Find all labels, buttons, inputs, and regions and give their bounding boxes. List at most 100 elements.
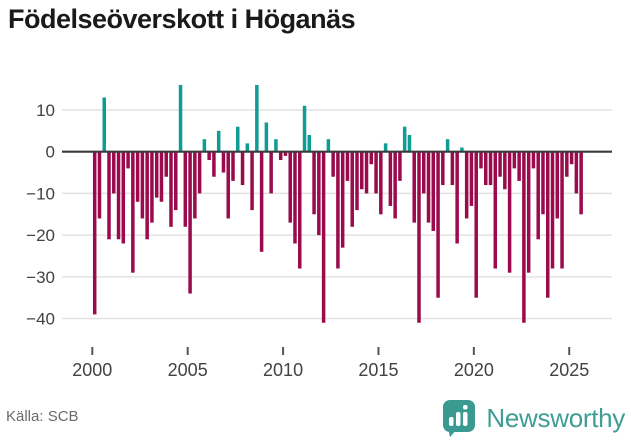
bar — [417, 151, 421, 323]
bar — [188, 151, 192, 294]
bar — [388, 151, 393, 206]
bar — [517, 151, 521, 181]
bar — [312, 151, 316, 215]
bar — [259, 151, 264, 252]
x-axis-label: 2025 — [549, 360, 589, 380]
bar — [340, 151, 345, 248]
bar — [197, 151, 202, 194]
bar — [460, 147, 464, 152]
bar — [484, 151, 488, 186]
bar — [488, 151, 493, 186]
bar — [255, 84, 259, 152]
bar — [569, 151, 574, 165]
y-axis-label: 0 — [46, 143, 55, 162]
bar — [274, 139, 278, 152]
y-axis-label: 10 — [36, 101, 55, 120]
bar — [345, 151, 350, 181]
bar — [212, 151, 216, 177]
bar — [178, 84, 183, 152]
bar — [250, 151, 254, 211]
bar — [116, 151, 121, 240]
bar — [455, 151, 459, 244]
bar — [288, 151, 292, 223]
bar — [412, 151, 416, 223]
bar — [326, 139, 331, 152]
bar — [92, 151, 97, 315]
x-axis-label: 2020 — [454, 360, 494, 380]
bar — [431, 151, 436, 231]
bar — [174, 151, 178, 211]
bar — [97, 151, 102, 219]
bar — [426, 151, 431, 223]
bar — [422, 151, 426, 194]
y-axis-label: −30 — [26, 268, 55, 287]
bar — [474, 151, 478, 298]
bar — [121, 151, 126, 244]
bar — [531, 151, 536, 169]
bar — [283, 151, 288, 156]
bar — [102, 97, 106, 152]
newsworthy-logo: Newsworthy — [442, 398, 625, 438]
bar — [536, 151, 540, 240]
y-axis-label: −40 — [26, 310, 55, 329]
bar — [207, 151, 211, 161]
bar — [507, 151, 512, 273]
bar — [498, 151, 502, 177]
bar — [135, 151, 140, 202]
bar — [369, 151, 374, 165]
bar — [140, 151, 145, 219]
bar — [216, 130, 221, 152]
bar — [159, 151, 164, 202]
bar — [183, 151, 188, 227]
bar — [169, 151, 173, 227]
bar — [154, 151, 159, 198]
bar — [512, 151, 517, 169]
bar — [221, 151, 226, 173]
x-axis-label: 2000 — [72, 360, 112, 380]
bar — [193, 151, 197, 219]
bar — [278, 151, 283, 161]
bar — [550, 151, 555, 269]
source-note: Källa: SCB — [6, 408, 79, 425]
bar — [331, 151, 335, 177]
page-title: Födelseöverskott i Höganäs — [8, 4, 356, 34]
bar — [364, 151, 369, 194]
bar — [436, 151, 440, 298]
x-axis-label: 2010 — [263, 360, 303, 380]
bar — [464, 151, 469, 219]
bar — [112, 151, 116, 194]
bar — [374, 151, 378, 194]
bar — [493, 151, 498, 269]
bar — [355, 151, 359, 211]
bar — [479, 151, 483, 169]
bar — [336, 151, 340, 269]
bar — [298, 151, 302, 269]
bar — [202, 139, 207, 152]
logo-text: Newsworthy — [486, 402, 625, 433]
bar — [546, 151, 550, 298]
bar — [407, 135, 412, 152]
bar — [350, 151, 354, 227]
bar — [164, 151, 168, 177]
x-axis-label: 2005 — [168, 360, 208, 380]
bar — [245, 143, 250, 152]
bar — [560, 151, 564, 269]
bar — [107, 151, 111, 240]
bar — [321, 151, 326, 323]
y-axis-label: −10 — [26, 184, 55, 203]
bar — [541, 151, 545, 215]
bar — [150, 151, 154, 223]
y-axis-label: −20 — [26, 226, 55, 245]
bar — [579, 151, 583, 215]
bar — [441, 151, 445, 186]
bar — [565, 151, 569, 177]
bar — [231, 151, 235, 181]
bar — [360, 151, 364, 190]
bar — [264, 122, 269, 152]
bar — [574, 151, 579, 194]
bar-chart-exclamation-icon — [443, 400, 476, 437]
bar — [269, 151, 273, 194]
